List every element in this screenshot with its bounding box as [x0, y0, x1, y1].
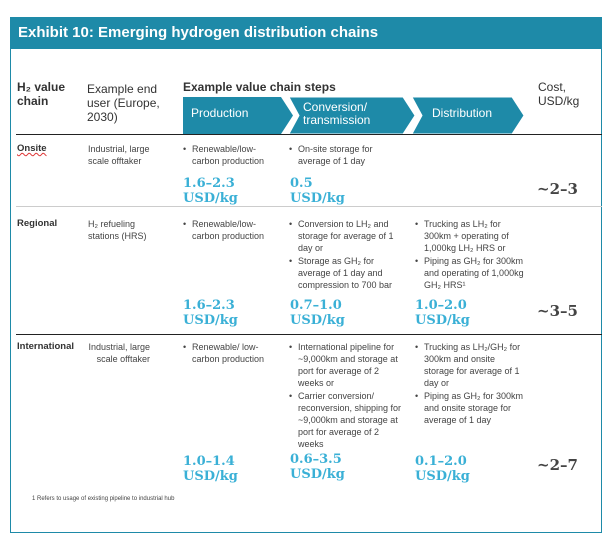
- row-user: Industrial, large scale offtaker: [88, 144, 150, 166]
- row-divider: [16, 206, 602, 207]
- list-item: Carrier conversion/ reconversion, shippi…: [289, 390, 404, 450]
- row-divider: [16, 334, 602, 335]
- list-item: On-site storage for average of 1 day: [289, 143, 399, 167]
- distribution-cost: 1.0–2.0 USD/kg: [415, 298, 470, 328]
- list-item: Trucking as LH₂/GH₂ for 300km and onsite…: [415, 341, 527, 389]
- step-arrow-production: Production: [183, 97, 293, 134]
- step-label: Conversion/ transmission: [303, 100, 371, 127]
- step-arrow-distribution: Distribution: [412, 97, 524, 134]
- header-cost: Cost, USD/kg: [538, 80, 580, 108]
- row-user: Industrial, large scale offtaker: [88, 342, 150, 364]
- production-list: Renewable/low-carbon production: [183, 143, 283, 168]
- list-item: Piping as GH₂ for 300km and operating of…: [415, 255, 525, 291]
- production-cost: 1.0–1.4 USD/kg: [183, 454, 238, 484]
- row-user: H₂ refueling stations (HRS): [88, 219, 147, 241]
- footnote: 1 Refers to usage of existing pipeline t…: [32, 496, 175, 502]
- list-item: Conversion to LH₂ and storage for averag…: [289, 218, 404, 254]
- distribution-cost: 0.1–2.0 USD/kg: [415, 454, 470, 484]
- production-list: Renewable/ low-carbon production: [183, 341, 283, 366]
- distribution-list: Trucking as LH₂ for 300km + operating of…: [415, 218, 525, 292]
- conversion-cost: 0.7–1.0 USD/kg: [290, 298, 345, 328]
- exhibit-frame: [10, 17, 602, 533]
- total-cost: ~3–5: [537, 302, 578, 320]
- row-chain-onsite: Onsite: [17, 143, 47, 154]
- production-cost: 1.6–2.3 USD/kg: [183, 176, 238, 206]
- conversion-cost: 0.6–3.5 USD/kg: [290, 452, 345, 482]
- distribution-list: Trucking as LH₂/GH₂ for 300km and onsite…: [415, 341, 527, 427]
- step-label: Production: [191, 106, 249, 120]
- production-list: Renewable/low-carbon production: [183, 218, 283, 243]
- row-chain-regional: Regional: [17, 218, 58, 229]
- list-item: Piping as GH₂ for 300km and onsite stora…: [415, 390, 527, 426]
- conversion-cost: 0.5 USD/kg: [290, 176, 345, 206]
- conversion-list: International pipeline for ~9,000km and …: [289, 341, 404, 451]
- total-cost: ~2–7: [537, 456, 578, 474]
- conversion-list: On-site storage for average of 1 day: [289, 143, 399, 168]
- exhibit-title: Exhibit 10: Emerging hydrogen distributi…: [10, 17, 602, 49]
- row-chain-international: International: [17, 341, 75, 352]
- header-steps: Example value chain steps: [183, 80, 336, 94]
- header-user: Example end user (Europe, 2030): [87, 82, 160, 124]
- list-item: Renewable/ low-carbon production: [183, 341, 283, 365]
- conversion-list: Conversion to LH₂ and storage for averag…: [289, 218, 404, 292]
- header-divider: [16, 134, 602, 135]
- header-chain: H₂ value chain: [17, 80, 66, 108]
- total-cost: ~2–3: [537, 180, 578, 198]
- production-cost: 1.6–2.3 USD/kg: [183, 298, 238, 328]
- list-item: International pipeline for ~9,000km and …: [289, 341, 404, 389]
- list-item: Renewable/low-carbon production: [183, 143, 283, 167]
- list-item: Renewable/low-carbon production: [183, 218, 283, 242]
- step-label: Distribution: [432, 106, 493, 120]
- list-item: Storage as GH₂ for average of 1 day and …: [289, 255, 404, 291]
- list-item: Trucking as LH₂ for 300km + operating of…: [415, 218, 525, 254]
- step-arrow-conversion: Conversion/ transmission: [289, 97, 415, 134]
